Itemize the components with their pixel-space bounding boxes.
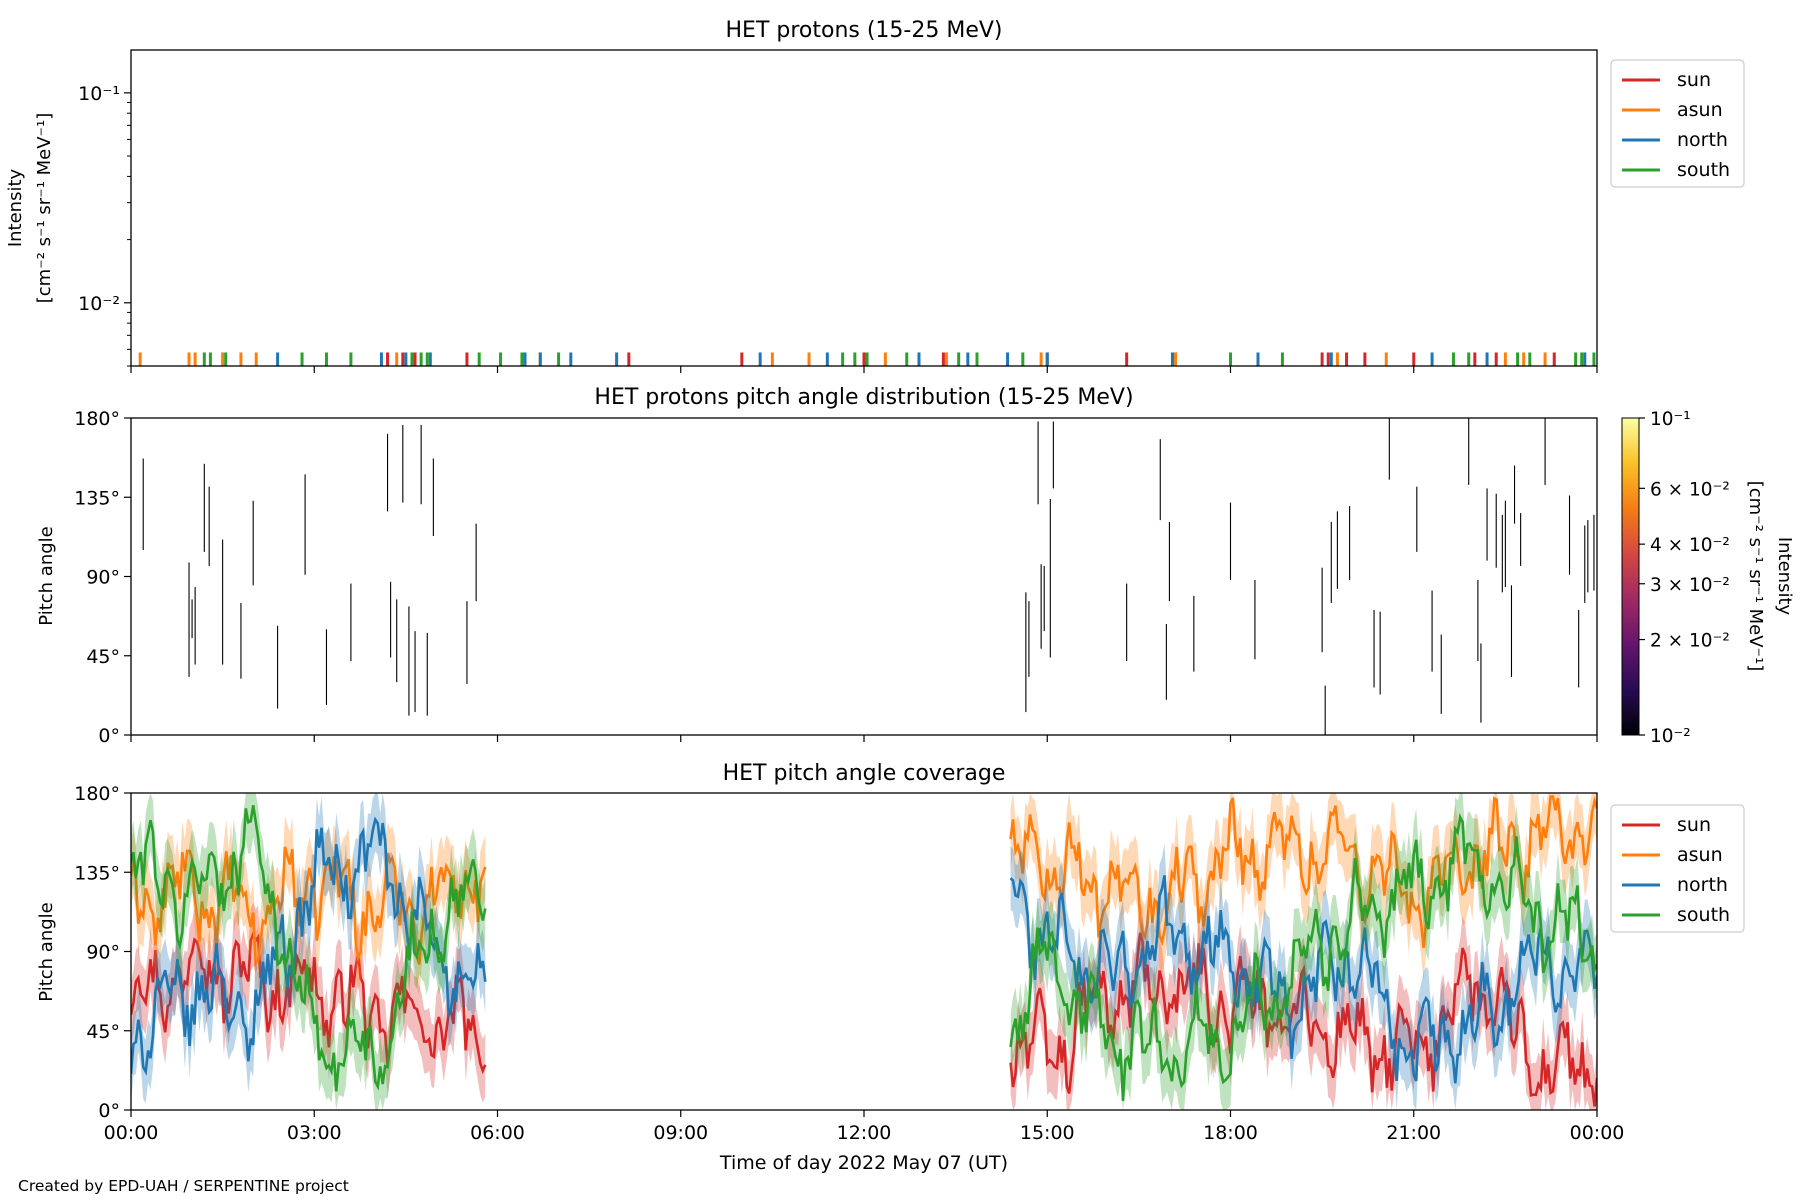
x-tick-label: 21:00: [1386, 1122, 1441, 1144]
x-tick-label: 15:00: [1020, 1122, 1075, 1144]
panel-intensity: HET protons (15-25 MeV) 10⁻¹ 10⁻² Intensi…: [5, 18, 1745, 373]
colorbar-label-line1: Intensity: [1774, 537, 1795, 616]
colorbar-label-line2: [cm⁻² s⁻¹ sr⁻¹ MeV⁻¹]: [1745, 481, 1766, 672]
panel3-x-ticks: 00:00 03:00 06:00 09:00 12:00 15:00 18:00 21:00…: [104, 1110, 1625, 1144]
colorbar-tick-label: 10⁻¹: [1650, 409, 1691, 430]
panel1-data: [138, 352, 1596, 366]
x-axis-label: Time of day 2022 May 07 (UT): [719, 1152, 1008, 1174]
legend-label-north: north: [1677, 129, 1728, 151]
footer-credit: Created by EPD-UAH / SERPENTINE project: [18, 1177, 349, 1195]
panel3-y-ticks: 0° 45° 90° 135° 180°: [74, 783, 131, 1122]
legend-box: [1610, 59, 1745, 188]
panel2-y-tick-label: 180°: [74, 408, 120, 430]
legend-label-south: south: [1677, 904, 1730, 926]
x-tick-label: 18:00: [1203, 1122, 1258, 1144]
coverage-line-sun: [1009, 932, 1597, 1107]
panel2-y-tick-label: 135°: [74, 487, 120, 509]
coverage-line-south: [1009, 812, 1597, 1101]
coverage-line-north: [131, 816, 487, 1076]
panel1-ylabel-line1: Intensity: [5, 168, 26, 247]
coverage-band-north: [131, 793, 486, 1106]
legend-label-north: north: [1677, 874, 1728, 896]
panel3-frame: [130, 792, 1598, 1111]
panel-pitch-angle-distribution: HET protons pitch angle distribution (15…: [36, 385, 1795, 747]
colorbar-ticks: 10⁻¹ 6 × 10⁻² 4 × 10⁻² 3 × 10⁻² 2 × 10⁻² 10⁻²: [1639, 409, 1730, 747]
panel1-title: HET protons (15-25 MeV): [726, 18, 1003, 43]
panel2-y-tick-label: 0°: [98, 725, 120, 747]
legend-label-asun: asun: [1677, 844, 1723, 866]
x-tick-label: 00:00: [104, 1122, 159, 1144]
coverage-line-north: [1009, 875, 1597, 1084]
panel1-y-tick-label: 10⁻²: [78, 293, 120, 315]
coverage-band-sun: [131, 902, 486, 1103]
legend-box: [1610, 804, 1745, 933]
panel3-y-tick-label: 0°: [98, 1100, 120, 1122]
panel1-y-tick-label: 10⁻¹: [78, 83, 120, 105]
colorbar: [1621, 417, 1640, 736]
panel3-y-tick-label: 45°: [86, 1021, 120, 1043]
panel2-y-ticks: 0° 45° 90° 135° 180°: [74, 408, 131, 747]
legend-label-sun: sun: [1677, 814, 1711, 836]
panel3-data: [131, 793, 1597, 1110]
panel2-ylabel: Pitch angle: [36, 526, 57, 625]
x-tick-label: 00:00: [1570, 1122, 1625, 1144]
panel3-y-tick-label: 180°: [74, 783, 120, 805]
panel2-frame: [130, 417, 1598, 736]
legend-label-asun: asun: [1677, 99, 1723, 121]
panel2-x-ticks: [130, 735, 1598, 742]
legend-label-sun: sun: [1677, 69, 1711, 91]
panel1-frame: [130, 49, 1598, 367]
panel2-title: HET protons pitch angle distribution (15…: [594, 385, 1133, 410]
x-tick-label: 03:00: [287, 1122, 342, 1144]
panel3-title: HET pitch angle coverage: [723, 761, 1006, 786]
colorbar-tick-label: 2 × 10⁻²: [1650, 631, 1730, 652]
colorbar-tick-label: 4 × 10⁻²: [1650, 535, 1730, 556]
panel1-x-ticks: [130, 366, 1598, 373]
colorbar-tick-label: 10⁻²: [1650, 726, 1691, 747]
coverage-line-asun: [1009, 795, 1597, 949]
panel1-legend: sun asun north south: [1610, 59, 1745, 188]
panel2-y-tick-label: 90°: [86, 567, 120, 589]
x-tick-label: 09:00: [653, 1122, 708, 1144]
panel-pitch-angle-coverage: HET pitch angle coverage 0° 45° 90° 135° 180…: [36, 761, 1745, 1174]
legend-label-south: south: [1677, 159, 1730, 181]
coverage-line-south: [131, 805, 487, 1092]
colorbar-tick-label: 3 × 10⁻²: [1650, 575, 1730, 596]
panel1-y-ticks: 10⁻¹ 10⁻²: [78, 83, 131, 367]
panel3-ylabel: Pitch angle: [36, 902, 57, 1001]
coverage-band-south: [131, 793, 486, 1110]
panel3-legend: sun asun north south: [1610, 804, 1745, 933]
coverage-line-asun: [131, 846, 487, 968]
x-tick-label: 12:00: [837, 1122, 892, 1144]
colorbar-tick-label: 6 × 10⁻²: [1650, 479, 1730, 500]
x-tick-label: 06:00: [470, 1122, 525, 1144]
panel2-y-tick-label: 45°: [86, 646, 120, 668]
panel1-ylabel-line2: [cm⁻² s⁻¹ sr⁻¹ MeV⁻¹]: [34, 113, 55, 304]
panel3-y-tick-label: 135°: [74, 862, 120, 884]
panel2-data: [142, 418, 1595, 735]
panel3-y-tick-label: 90°: [86, 942, 120, 964]
